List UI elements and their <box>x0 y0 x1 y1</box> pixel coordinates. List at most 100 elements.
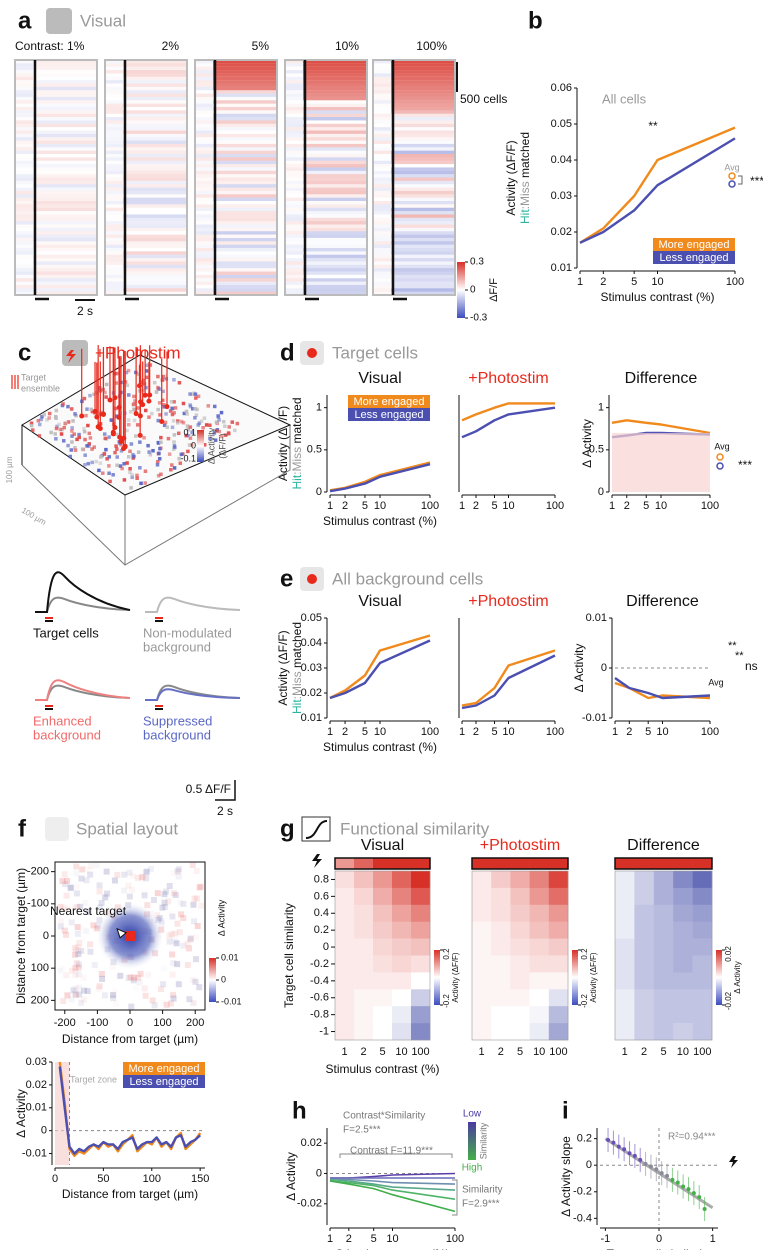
cell-dot <box>135 476 139 480</box>
cell-dot <box>125 461 129 465</box>
raster-row-pre <box>373 285 391 288</box>
raster-row <box>391 60 455 64</box>
raster-row <box>303 204 367 208</box>
annotation: ** <box>735 650 744 662</box>
cell-dot <box>55 424 59 429</box>
raster-row <box>213 141 277 144</box>
raster-row-pre <box>105 190 123 195</box>
map-pixel <box>81 974 88 981</box>
y-tick-label: 0.4 <box>314 907 329 919</box>
heatmap-cell <box>335 921 355 939</box>
raster-row <box>213 197 277 201</box>
raster-row-pre <box>15 84 33 87</box>
raster-row <box>213 174 277 177</box>
annotation: F=2.5*** <box>343 1125 381 1136</box>
raster-row-pre <box>105 114 123 117</box>
series-line <box>461 654 556 710</box>
map-pixel <box>154 890 161 897</box>
raster-row-pre <box>195 137 213 140</box>
heatmap-cell <box>615 887 635 906</box>
raster-row <box>391 70 455 74</box>
heatmap-cell <box>510 1006 530 1024</box>
y-tick-label: 0.05 <box>301 612 322 624</box>
raster-row <box>391 147 455 151</box>
map-pixel <box>180 941 187 948</box>
cell-dot <box>194 396 198 400</box>
map-pixel <box>136 979 143 986</box>
raster-row-pre <box>373 288 391 292</box>
raster-row-pre <box>105 218 123 221</box>
x-tick-label: 100 <box>701 500 719 512</box>
raster-row-pre <box>15 130 33 134</box>
target-cell <box>529 858 550 869</box>
target-dot <box>133 411 139 417</box>
map-pixel <box>187 935 194 942</box>
heatmap-cell <box>529 1006 550 1024</box>
cell-dot <box>170 406 174 411</box>
heatmap-cell <box>354 955 374 973</box>
legend-label: Less engaged <box>659 252 728 264</box>
legend-label: More engaged <box>659 239 730 251</box>
raster-row <box>303 151 367 154</box>
map-pixel <box>76 991 83 998</box>
raster-row-pre <box>195 97 213 100</box>
map-pixel <box>145 971 152 978</box>
map-pixel <box>71 944 78 951</box>
cell-dot <box>39 417 43 422</box>
map-pixel <box>158 918 165 925</box>
cell-dot <box>172 440 176 444</box>
target-dot <box>116 414 122 420</box>
raster-row-pre <box>285 107 303 111</box>
raster-row <box>213 281 277 285</box>
target-cell <box>491 858 511 869</box>
raster-row-pre <box>105 124 123 127</box>
raster-row <box>303 130 367 134</box>
raster-row <box>123 197 187 201</box>
map-pixel <box>111 877 118 884</box>
raster-row-pre <box>195 274 213 279</box>
cell-dot <box>199 419 204 423</box>
cell-dot <box>132 394 136 399</box>
map-pixel <box>125 974 132 981</box>
raster-row <box>303 90 367 94</box>
y-tick-label: 0 <box>316 486 322 498</box>
map-pixel <box>95 985 102 992</box>
raster-row-pre <box>195 86 213 91</box>
raster-row-pre <box>15 120 33 124</box>
raster-row <box>123 103 187 107</box>
heatmap-cell <box>491 989 511 1007</box>
heatmap-cell <box>472 955 492 973</box>
cell-dot <box>159 472 163 477</box>
raster-row-pre <box>105 248 123 251</box>
raster-row-pre <box>285 174 303 177</box>
raster-row-pre <box>373 67 391 70</box>
x-tick-label: 10 <box>677 1046 689 1058</box>
raster-row <box>123 120 187 123</box>
raster-row <box>303 281 367 285</box>
cell-dot <box>119 449 124 453</box>
raster-row <box>391 143 455 148</box>
raster-row <box>33 73 97 76</box>
x-tick-label: 100 <box>549 1046 567 1058</box>
heatmap-cell <box>354 904 374 922</box>
raster-row <box>33 261 97 265</box>
heatmap-cell <box>491 1006 511 1024</box>
colorbar-label: ΔF/F <box>488 278 500 302</box>
raster-row <box>303 123 367 128</box>
cell-dot <box>164 377 169 381</box>
map-pixel <box>63 931 70 938</box>
map-pixel <box>196 984 203 991</box>
cell-dot <box>182 411 187 416</box>
target-cell <box>653 858 674 869</box>
raster-row-pre <box>285 70 303 74</box>
y-axis-label-part: :Miss <box>290 671 304 699</box>
map-pixel <box>81 927 87 933</box>
cell-dot <box>92 392 96 397</box>
raster-row-pre <box>105 134 123 137</box>
cell-dot <box>101 471 105 475</box>
heatmap-cell <box>392 989 412 1007</box>
cell-dot <box>152 380 157 385</box>
cell-dot <box>90 447 94 451</box>
series-line <box>329 1180 456 1213</box>
scale-label: 2 s <box>77 304 93 318</box>
